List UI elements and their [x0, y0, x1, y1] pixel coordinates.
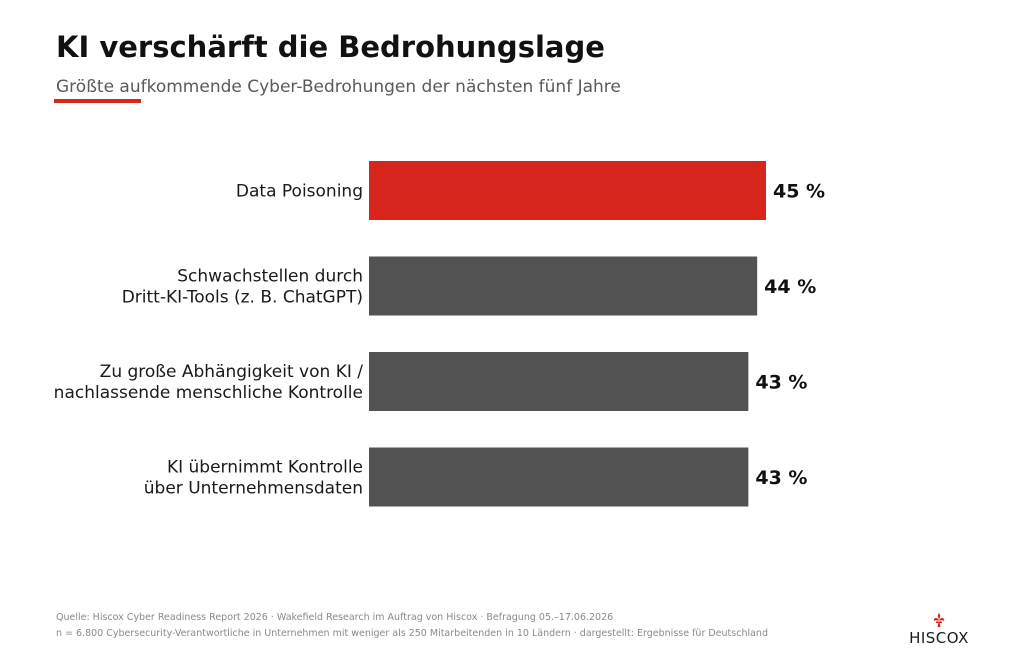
footer-note: n = 6.800 Cybersecurity-Verantwortliche …: [56, 628, 768, 639]
value-label-4: 43 %: [755, 467, 807, 489]
chart-title: KI verschärft die Bedrohungslage: [56, 30, 605, 64]
hiscox-logo: HISCOX: [904, 612, 974, 650]
category-label-3: Zu große Abhängigkeit von KI / nachlassen…: [54, 362, 364, 403]
bar-1: [369, 161, 766, 220]
category-label-4: KI übernimmt Kontrolle über Unternehmensd…: [144, 458, 363, 499]
footer-source: Quelle: Hiscox Cyber Readiness Report 20…: [56, 612, 614, 623]
category-label-2: Schwachstellen durch Dritt-KI-Tools (z. B…: [122, 267, 363, 308]
value-label-3: 43 %: [755, 372, 807, 394]
logo-text: HISCOX: [909, 629, 969, 647]
category-label-line: Dritt-KI-Tools (z. B. ChatGPT): [122, 288, 363, 308]
chart-subtitle: Größte aufkommende Cyber-Bedrohungen der…: [56, 77, 621, 97]
value-label-1: 45 %: [773, 181, 825, 203]
category-label-line: Data Poisoning: [236, 182, 363, 202]
category-label-line: nachlassende menschliche Kontrolle: [54, 383, 363, 403]
accent-underline: [54, 99, 141, 103]
bar-2: [369, 256, 758, 316]
category-label-1: Data Poisoning: [236, 182, 363, 202]
value-label-2: 44 %: [764, 276, 816, 298]
category-label-line: Schwachstellen durch: [177, 267, 363, 287]
category-label-line: KI übernimmt Kontrolle: [167, 458, 363, 478]
bar-4: [369, 447, 749, 507]
fleur-de-lis-icon: [933, 613, 945, 627]
bar-3: [369, 352, 749, 411]
bar-chart: 45 % Data Poisoning 44 % Schwachstellen dur…: [54, 161, 825, 507]
category-label-line: Zu große Abhängigkeit von KI /: [100, 362, 364, 382]
category-label-line: über Unternehmensdaten: [144, 479, 363, 499]
